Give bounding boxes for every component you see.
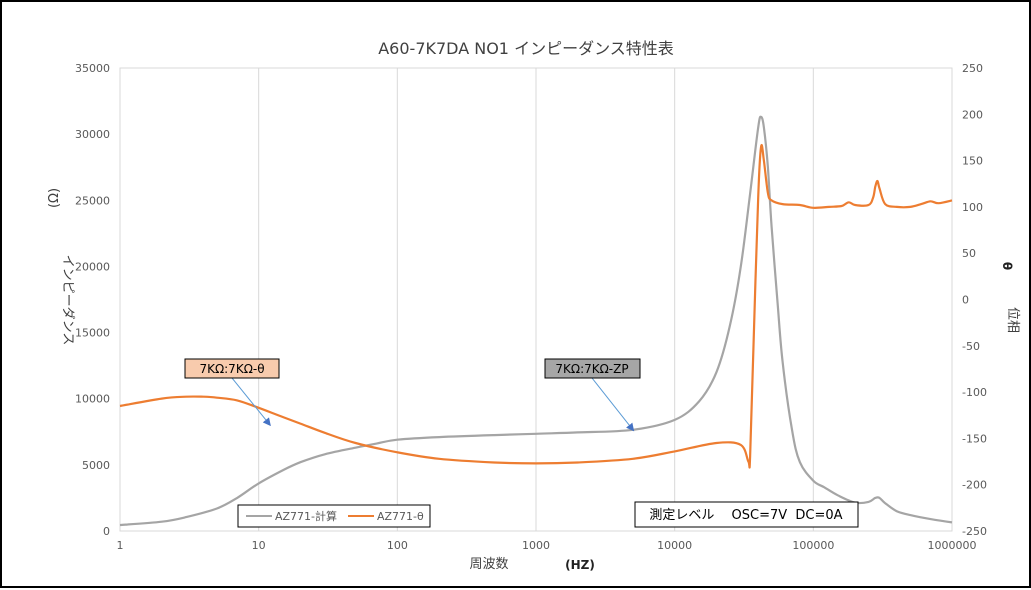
measurement-note-text: 測定レベル OSC=7V DC=0A (649, 508, 842, 523)
callout-label-phase: 7KΩ:7KΩ-θ (199, 362, 264, 376)
legend-label-calc: AZ771-計算 (275, 509, 337, 523)
y2-tick-label: 150 (962, 155, 983, 168)
y2-tick-label: -250 (962, 525, 987, 538)
y2-tick-label: -50 (962, 340, 980, 353)
axis-layer: 1 10 100 1000 10000 100000 1000000050001000015… (75, 62, 987, 552)
x-tick-label: 100000 (792, 539, 834, 552)
x-axis-unit: (HZ) (565, 558, 595, 572)
callout-box-impedance (544, 358, 641, 379)
y-tick-label: 30000 (75, 128, 110, 141)
y-tick-label: 20000 (75, 260, 110, 273)
x-tick-label: 10 (252, 539, 266, 552)
x-axis-label: 周波数 (469, 557, 508, 572)
y2-axis-unit: θ (1000, 262, 1014, 270)
legend-label-phase: AZ771-θ (377, 510, 424, 523)
y-tick-label: 10000 (75, 393, 110, 406)
callout-box-phase (184, 358, 280, 379)
series-line-phase (119, 144, 953, 469)
callout-leader-phase (231, 377, 271, 427)
y2-tick-label: 200 (962, 108, 983, 121)
callouts: 7KΩ:7KΩ-θ 7KΩ:7KΩ-ZP (184, 358, 641, 379)
y2-tick-label: -100 (962, 386, 987, 399)
y2-tick-label: 100 (962, 201, 983, 214)
y2-axis-label: 位相 (1005, 307, 1020, 333)
y2-tick-label: -200 (962, 479, 987, 492)
legend-box (237, 504, 431, 528)
callout-label-impedance: 7KΩ:7KΩ-ZP (555, 362, 628, 376)
x-tick-label: 100 (387, 539, 408, 552)
measurement-note-box (634, 501, 859, 528)
y-tick-label: 25000 (75, 194, 110, 207)
y-tick-label: 35000 (75, 62, 110, 75)
y-tick-label: 0 (103, 525, 110, 538)
y-axis-unit: (Ω) (47, 188, 62, 208)
x-tick-label: 10000 (657, 539, 692, 552)
y2-tick-label: -150 (962, 432, 987, 445)
y-tick-label: 5000 (82, 459, 110, 472)
y-axis-label: インピーダンス (60, 255, 75, 346)
y2-tick-label: 250 (962, 62, 983, 75)
series-layer (119, 115, 953, 527)
legend: AZ771-計算 AZ771-θ (237, 504, 431, 528)
callout-leader-impedance (591, 377, 635, 432)
y2-tick-label: 0 (962, 294, 969, 307)
grid-layer (119, 67, 953, 532)
x-tick-label: 1 (117, 539, 124, 552)
series-line-calc (119, 115, 953, 527)
chart-title: A60-7K7DA NO1 インピーダンス特性表 (378, 39, 674, 58)
measurement-note: 測定レベル OSC=7V DC=0A (634, 501, 859, 528)
y2-tick-label: 50 (962, 247, 976, 260)
x-tick-label: 1000000 (928, 539, 977, 552)
x-tick-label: 1000 (522, 539, 550, 552)
y-tick-label: 15000 (75, 327, 110, 340)
